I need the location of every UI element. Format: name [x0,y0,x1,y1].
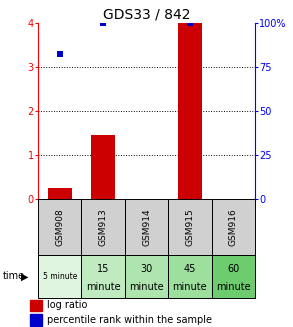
Text: minute: minute [216,282,251,292]
Bar [81,255,125,298]
Bar [212,199,255,255]
Text: minute: minute [129,282,164,292]
Text: GSM913: GSM913 [99,208,108,246]
Bar [91,135,115,199]
Text: GSM914: GSM914 [142,208,151,246]
Bar [168,199,212,255]
Bar [81,199,125,255]
Text: GSM908: GSM908 [55,208,64,246]
Bar [178,23,202,199]
Bar [30,300,42,311]
Bar [38,199,81,255]
Title: GDS33 / 842: GDS33 / 842 [103,8,190,22]
Text: ▶: ▶ [21,271,28,281]
Bar [30,314,42,326]
Text: 30: 30 [140,264,153,274]
Text: percentile rank within the sample: percentile rank within the sample [47,315,212,325]
Text: 45: 45 [184,264,196,274]
Bar [212,255,255,298]
Text: GSM915: GSM915 [185,208,194,246]
Text: log ratio: log ratio [47,300,87,310]
Bar [168,255,212,298]
Bar [125,199,168,255]
Text: 5 minute: 5 minute [42,272,77,281]
Text: GSM916: GSM916 [229,208,238,246]
Text: 15: 15 [97,264,109,274]
Text: time: time [3,271,25,281]
Text: minute: minute [86,282,120,292]
Bar [48,188,72,199]
Text: 60: 60 [227,264,239,274]
Bar [125,255,168,298]
Bar [38,255,81,298]
Text: minute: minute [173,282,207,292]
